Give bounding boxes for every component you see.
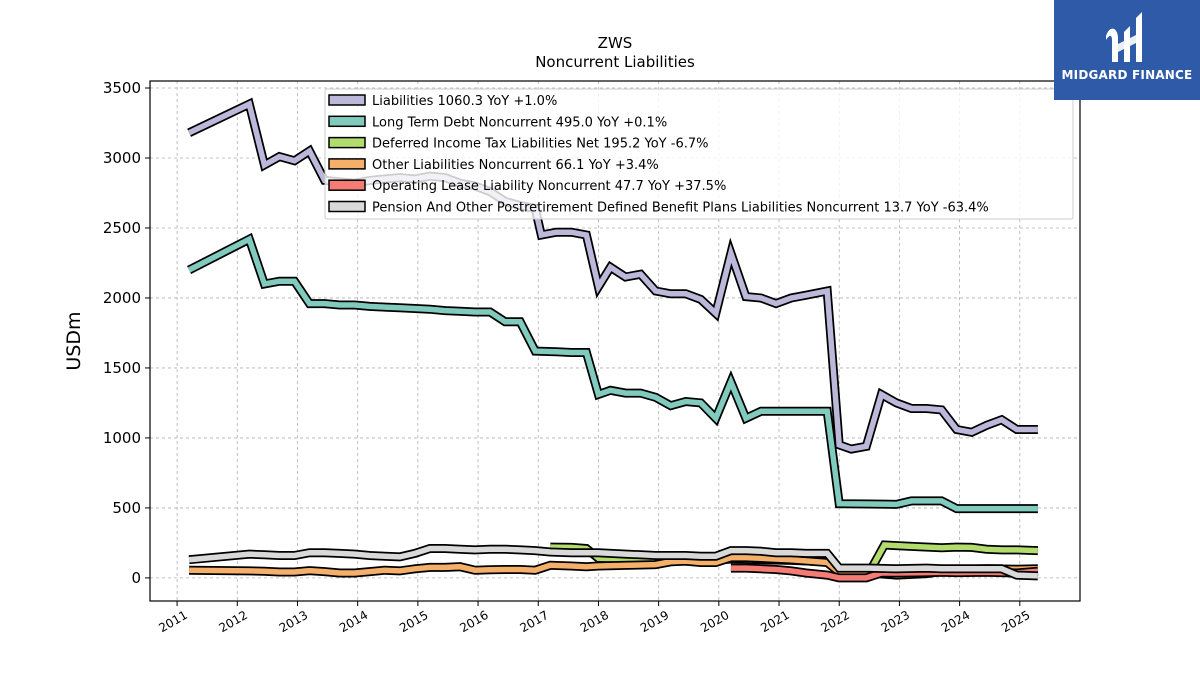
legend-swatch-2 <box>328 136 366 149</box>
midgard-finance-logo-icon <box>1106 12 1142 62</box>
y-tick-label: 2000 <box>103 289 141 307</box>
x-tick-label: 2015 <box>397 608 430 635</box>
plot-frame <box>149 80 1081 602</box>
legend-box <box>324 88 1074 220</box>
legend-label-4: Operating Lease Liability Noncurrent 47.… <box>372 179 726 194</box>
chart-title: ZWS <box>598 34 633 52</box>
x-tick-label: 2012 <box>217 608 250 635</box>
x-tick-label: 2024 <box>939 608 972 635</box>
y-tick-label: 500 <box>112 499 141 517</box>
y-tick-label: 1000 <box>103 429 141 447</box>
y-tick-label: 3000 <box>103 149 141 167</box>
y-tick-label: 1500 <box>103 359 141 377</box>
y-tick-label: 3500 <box>103 79 141 97</box>
y-axis-label: USDm <box>63 311 85 370</box>
legend-label-1: Long Term Debt Noncurrent 495.0 YoY +0.1… <box>372 115 667 130</box>
x-tick-label: 2022 <box>818 608 851 635</box>
legend-swatch-3 <box>328 158 366 170</box>
x-tick-label: 2014 <box>337 608 370 635</box>
legend-label-2: Deferred Income Tax Liabilities Net 195.… <box>372 137 708 152</box>
brand-logo: MIDGARD FINANCE <box>1054 0 1200 100</box>
x-tick-label: 2023 <box>879 608 912 635</box>
x-tick-label: 2020 <box>698 608 731 635</box>
x-tick-label: 2025 <box>999 608 1032 635</box>
x-tick-label: 2017 <box>518 608 551 635</box>
x-tick-label: 2021 <box>758 608 791 635</box>
y-tick-label: 2500 <box>103 219 141 237</box>
x-tick-label: 2018 <box>578 608 611 635</box>
legend-swatch-4 <box>328 179 366 191</box>
series-line-1 <box>187 235 1038 512</box>
legend: Liabilities 1060.3 YoY +1.0% Long Term De… <box>324 88 1074 220</box>
legend-label-3: Other Liabilities Noncurrent 66.1 YoY +3… <box>372 158 659 173</box>
legend-swatch-0 <box>328 94 366 106</box>
legend-swatch-1 <box>328 115 366 128</box>
x-tick-label: 2011 <box>156 608 189 635</box>
chart-subtitle: Noncurrent Liabilities <box>535 53 695 71</box>
y-tick-label: 0 <box>131 569 141 587</box>
legend-label-5: Pension And Other Postretirement Defined… <box>372 201 989 216</box>
x-tick-label: 2013 <box>277 608 310 635</box>
legend-label-0: Liabilities 1060.3 YoY +1.0% <box>372 94 557 109</box>
brand-name: MIDGARD FINANCE <box>1061 68 1193 82</box>
legend-swatch-5 <box>328 200 366 213</box>
x-tick-label: 2019 <box>638 608 671 635</box>
series-outline-1 <box>187 232 1038 514</box>
x-tick-label: 2016 <box>457 608 490 635</box>
series-line-5 <box>188 545 1039 579</box>
